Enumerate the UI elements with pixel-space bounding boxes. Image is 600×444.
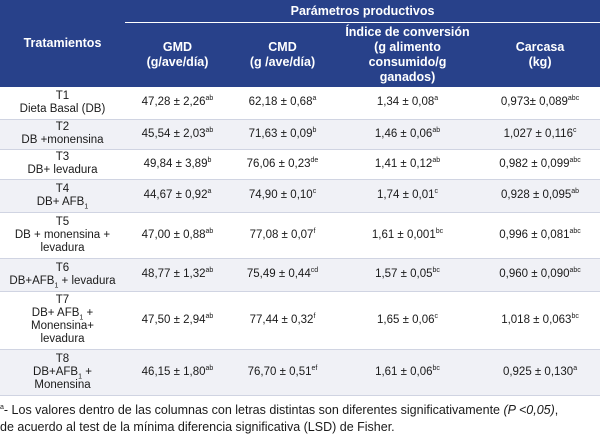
treatment-desc: Dieta Basal (DB) [19,102,106,115]
carcasa-cell: 0,928 ± 0,095ab [480,179,600,213]
ic-cell: 1,57 ± 0,05bc [335,258,480,292]
treatment-code: T8 [55,352,70,365]
table-row: T6 DB+AFB1 + levadura 48,77 ± 1,32ab 75,… [0,258,600,292]
footnote-line2: de acuerdo al test de la mínima diferenc… [0,420,395,434]
footnote-p-value: (P <0,05) [503,403,555,417]
gmd-cell: 47,50 ± 2,94ab [125,291,230,350]
table-footnote: a- Los valores dentro de las columnas co… [0,403,559,434]
table-row: T7 DB+ AFB1 + Monensina+ levadura 47,50 … [0,291,600,350]
cmd-cell: 71,63 ± 0,09b [230,119,335,150]
table-row: T1 Dieta Basal (DB) 47,28 ± 2,26ab 62,18… [0,87,600,120]
cmd-cell: 74,90 ± 0,10c [230,179,335,213]
ic-cell: 1,74 ± 0,01c [335,179,480,213]
cmd-cell: 76,06 ± 0,23de [230,149,335,180]
ic-cell: 1,41 ± 0,12ab [335,149,480,180]
carcasa-cell: 0,925 ± 0,130a [480,349,600,396]
cmd-cell: 77,44 ± 0,32f [230,291,335,350]
gmd-cell: 48,77 ± 1,32ab [125,258,230,292]
header-cmd-line2: (g /ave/día) [249,55,316,69]
header-cmd: CMD (g /ave/día) [230,22,335,87]
header-ic-line3: ganados) [379,70,436,84]
gmd-cell: 46,15 ± 1,80ab [125,349,230,396]
header-carcasa-line1: Carcasa [515,40,565,54]
header-gmd: GMD (g/ave/día) [125,22,230,87]
treatment-desc: DB +monensina [21,134,104,146]
carcasa-cell: 1,027 ± 0,116c [480,119,600,150]
treatment-desc: Monensina+ [31,320,94,332]
ic-cell: 1,46 ± 0,06ab [335,119,480,150]
ic-cell: 1,61 ± 0,06bc [335,349,480,396]
treatment-code: T6 [55,261,70,274]
results-table: Tratamientos Parámetros productivos GMD … [0,0,600,396]
ic-cell: 1,61 ± 0,001bc [335,212,480,259]
treatment-cell: T1 Dieta Basal (DB) [0,87,125,120]
treatment-desc: levadura [40,241,85,254]
treatment-cell: T7 DB+ AFB1 + Monensina+ levadura [0,291,125,350]
table-row: T5 DB + monensina + levadura 47,00 ± 0,8… [0,212,600,259]
header-carcasa: Carcasa (kg) [480,22,600,87]
header-gmd-line2: (g/ave/día) [146,55,209,69]
header-ic-line2: (g alimento consumido/g [368,40,447,69]
treatment-cell: T5 DB + monensina + levadura [0,212,125,259]
treatment-cell: T8 DB+AFB1 + Monensina [0,349,125,396]
ic-cell: 1,34 ± 0,08a [335,87,480,120]
header-indice-conversion: Índice de conversión (g alimento consumi… [335,22,480,87]
carcasa-cell: 0,996 ± 0,081abc [480,212,600,259]
cmd-cell: 62,18 ± 0,68a [230,87,335,120]
cmd-cell: 76,70 ± 0,51ef [230,349,335,396]
header-cmd-line1: CMD [268,40,297,54]
header-gmd-line1: GMD [162,40,193,54]
table-row: T2 DB +monensina 45,54 ± 2,03ab 71,63 ± … [0,119,600,150]
header-treatments: Tratamientos [0,0,125,87]
treatment-desc: DB+AFB [9,274,55,287]
treatment-code: T4 [55,182,70,195]
header-group-parametros: Parámetros productivos [125,0,600,23]
carcasa-cell: 0,973± 0,089abc [480,87,600,120]
treatment-desc: DB+AFB [33,365,79,378]
treatment-cell: T3 DB+ levadura [0,149,125,180]
treatment-code: T7 [55,294,70,306]
treatment-desc: levadura [40,333,85,345]
footnote-text: - Los valores dentro de las columnas con… [3,403,504,417]
table-row: T3 DB+ levadura 49,84 ± 3,89b 76,06 ± 0,… [0,149,600,180]
treatment-desc: DB+ AFB [36,195,85,208]
treatment-desc: Monensina [34,378,91,391]
cmd-cell: 77,08 ± 0,07f [230,212,335,259]
carcasa-cell: 1,018 ± 0,063bc [480,291,600,350]
treatment-desc: DB+ AFB [31,307,80,319]
treatment-code: T3 [55,151,70,163]
treatment-code: T2 [55,121,70,133]
cmd-cell: 75,49 ± 0,44cd [230,258,335,292]
treatment-cell: T6 DB+AFB1 + levadura [0,258,125,292]
gmd-cell: 45,54 ± 2,03ab [125,119,230,150]
gmd-cell: 47,00 ± 0,88ab [125,212,230,259]
header-ic-line1: Índice de conversión [345,25,470,39]
carcasa-cell: 0,960 ± 0,090abc [480,258,600,292]
treatment-code: T1 [55,89,70,102]
footnote-marker: a [0,403,4,411]
treatment-desc: DB+ levadura [27,164,98,176]
ic-cell: 1,65 ± 0,06c [335,291,480,350]
gmd-cell: 49,84 ± 3,89b [125,149,230,180]
gmd-cell: 44,67 ± 0,92a [125,179,230,213]
treatment-cell: T2 DB +monensina [0,119,125,150]
carcasa-cell: 0,982 ± 0,099abc [480,149,600,180]
header-carcasa-line2: (kg) [528,55,552,69]
table-row: T4 DB+ AFB1 44,67 ± 0,92a 74,90 ± 0,10c … [0,179,600,213]
treatment-cell: T4 DB+ AFB1 [0,179,125,213]
gmd-cell: 47,28 ± 2,26ab [125,87,230,120]
table-row: T8 DB+AFB1 + Monensina 46,15 ± 1,80ab 76… [0,349,600,396]
treatment-code: T5 [55,215,70,228]
treatment-desc: DB + monensina + [14,228,111,241]
